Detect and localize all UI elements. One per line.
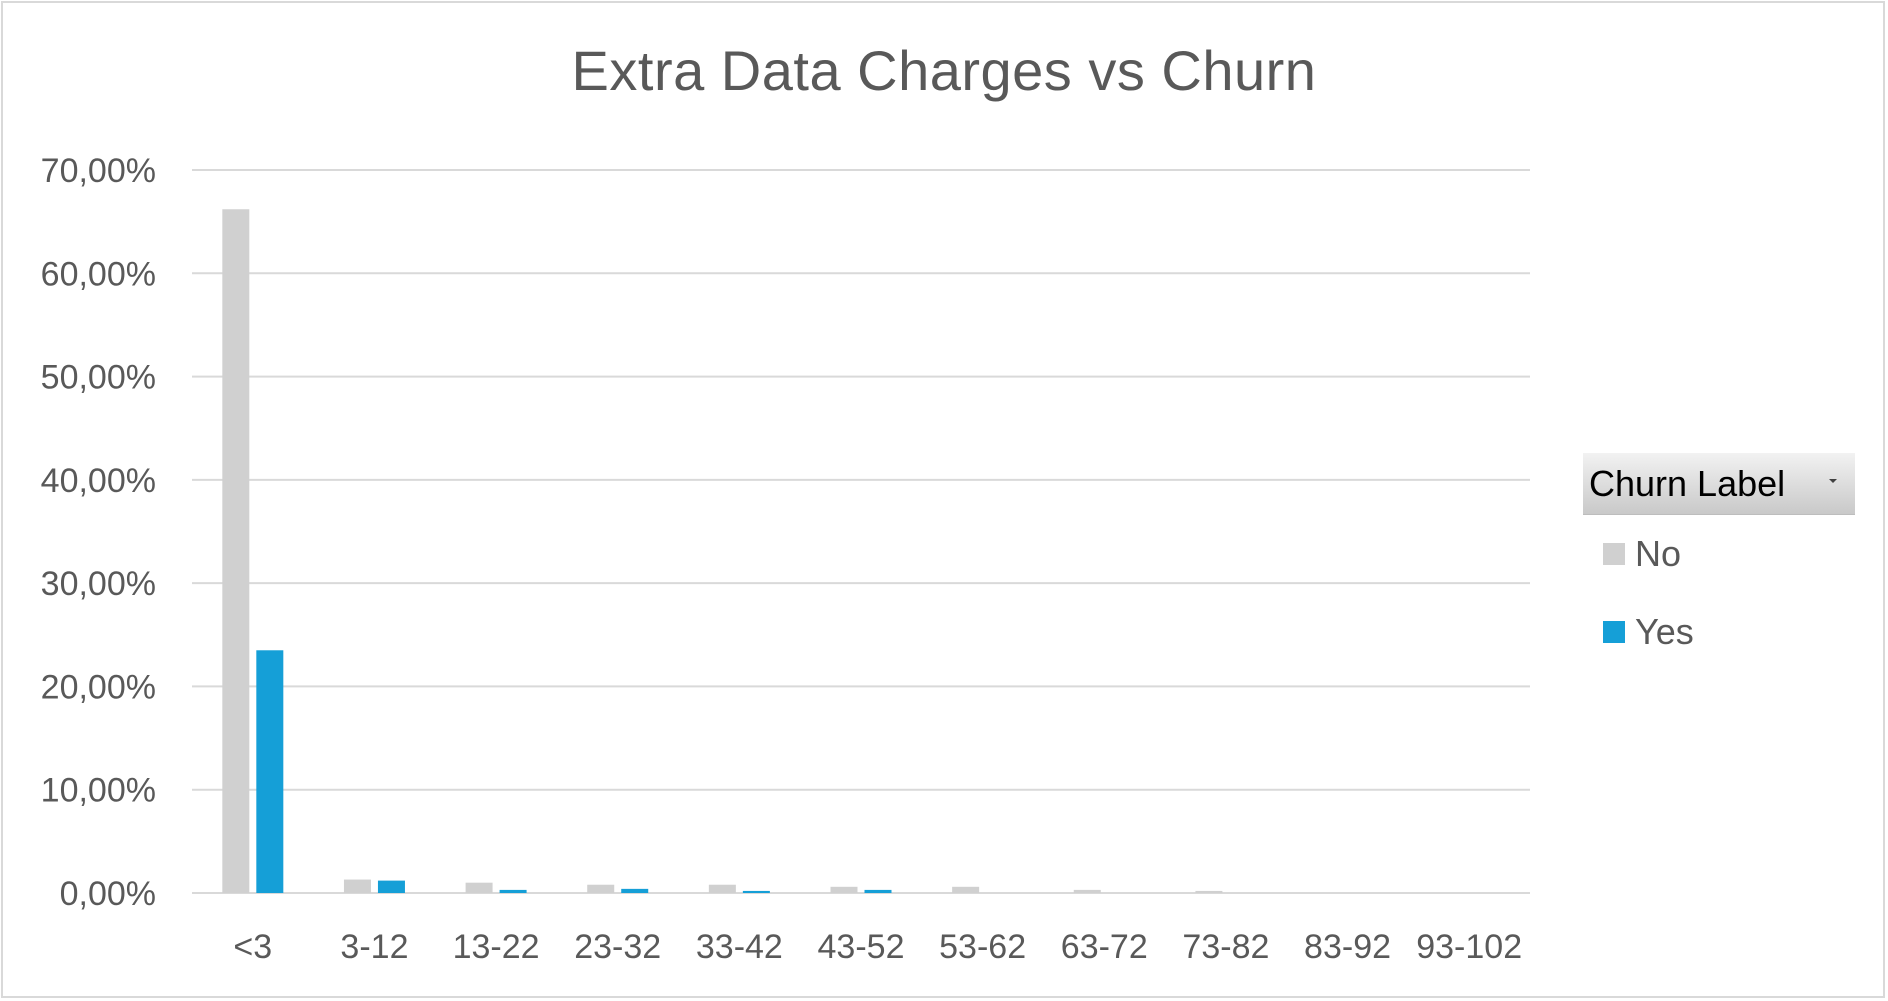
y-tick-label: 20,00% — [41, 668, 156, 706]
bar-no — [830, 886, 858, 893]
y-tick-label: 60,00% — [41, 255, 156, 293]
bar-yes — [864, 889, 892, 893]
bar-yes — [499, 889, 527, 893]
x-tick-label: 53-62 — [939, 928, 1026, 966]
legend-items: No Yes — [1583, 515, 1855, 671]
bar-yes — [621, 888, 649, 893]
bar-no — [587, 884, 615, 893]
y-tick-label: 50,00% — [41, 359, 156, 397]
y-tick-label: 10,00% — [41, 772, 156, 810]
bar-no — [1195, 890, 1223, 893]
legend: Churn Label No Yes — [1583, 453, 1855, 671]
bar-yes — [377, 880, 405, 893]
x-tick-label: 13-22 — [453, 928, 540, 966]
y-tick-label: 40,00% — [41, 462, 156, 500]
x-tick-label: 93-102 — [1416, 928, 1522, 966]
bar-no — [465, 882, 493, 893]
x-tick-label: 33-42 — [696, 928, 783, 966]
bar-no — [708, 884, 736, 893]
x-tick-label: 73-82 — [1182, 928, 1269, 966]
bar-no — [222, 209, 250, 894]
bar-no — [343, 879, 371, 893]
bar-yes — [256, 650, 284, 893]
legend-item[interactable]: Yes — [1583, 593, 1855, 671]
legend-swatch — [1603, 543, 1625, 565]
x-tick-label: 83-92 — [1304, 928, 1391, 966]
x-tick-label: 63-72 — [1061, 928, 1148, 966]
x-tick-label: 43-52 — [818, 928, 905, 966]
dropdown-arrow-icon[interactable] — [1829, 479, 1837, 483]
legend-label: No — [1635, 533, 1682, 574]
bar-yes — [742, 890, 770, 893]
legend-label: Yes — [1635, 611, 1694, 652]
x-tick-label: 3-12 — [340, 928, 408, 966]
bar-no — [1073, 889, 1101, 893]
bar-no — [952, 886, 980, 893]
legend-item[interactable]: No — [1583, 515, 1855, 593]
y-tick-label: 30,00% — [41, 565, 156, 603]
legend-swatch — [1603, 621, 1625, 643]
x-tick-label: 23-32 — [574, 928, 661, 966]
y-tick-label: 70,00% — [41, 152, 156, 190]
x-tick-label: <3 — [233, 928, 272, 966]
legend-filter-button[interactable]: Churn Label — [1583, 453, 1855, 515]
chart-title: Extra Data Charges vs Churn — [571, 39, 1317, 102]
y-tick-label: 0,00% — [60, 875, 156, 913]
legend-title: Churn Label — [1589, 462, 1786, 504]
